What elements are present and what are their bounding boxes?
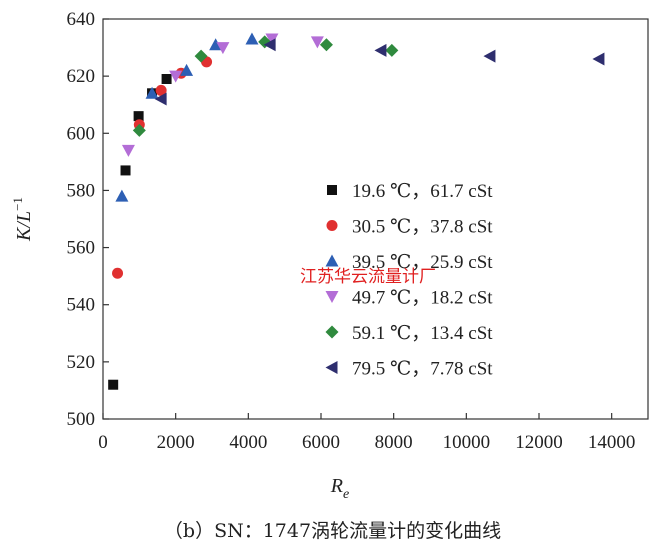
y-tick-label: 540 [67,295,96,316]
data-point-series-6 [154,92,167,106]
y-tick-label: 580 [67,180,96,201]
y-tick-label: 640 [67,9,96,30]
legend-label-1: 19.6 ℃，61.7 cSt [352,181,493,202]
y-tick-label: 620 [67,66,96,87]
data-point-series-6 [483,49,496,63]
data-point-series-4 [121,144,135,157]
x-tick-label: 2000 [157,432,195,453]
data-point-series-2 [155,84,167,96]
data-point-series-4 [310,36,324,49]
y-tick-label: 520 [67,352,96,373]
legend-label-3: 39.5 ℃，25.9 cSt [352,252,493,273]
data-point-series-5 [194,49,208,63]
x-tick-label: 4000 [229,432,267,453]
data-point-series-4 [169,70,183,83]
legend-marker-4 [325,291,339,303]
data-point-series-6 [263,38,276,52]
x-tick-label: 12000 [515,432,563,453]
x-tick-label: 14000 [588,432,636,453]
watermark-text: 江苏华云流量计厂 [300,267,436,287]
x-tick-label: 0 [98,432,108,453]
y-tick-label: 600 [67,123,96,144]
legend-marker-6 [325,361,338,374]
legend-marker-5 [325,325,339,339]
figure-caption: （b）SN：1747涡轮流量计的变化曲线 [163,520,502,542]
data-point-series-2 [112,267,124,279]
data-point-series-3 [115,189,129,202]
data-point-series-3 [209,38,223,51]
x-tick-label: 10000 [443,432,491,453]
data-point-series-1 [120,165,131,176]
legend-marker-2 [326,220,338,231]
x-tick-label: 6000 [302,432,340,453]
x-axis-label: Re [330,475,349,502]
data-point-series-3 [180,63,194,76]
legend-label-6: 79.5 ℃，7.78 cSt [352,359,493,380]
legend-marker-3 [325,254,339,267]
legend-label-2: 30.5 ℃，37.8 cSt [352,217,493,238]
y-axis-label: K/L−1 [10,197,35,242]
data-point-series-1 [133,111,144,122]
y-tick-label: 500 [67,409,96,430]
y-tick-label: 560 [67,238,96,259]
data-point-series-6 [592,52,605,66]
data-point-series-4 [265,33,279,46]
data-point-series-3 [245,32,259,45]
data-point-series-1 [161,74,172,84]
data-point-series-5 [132,123,146,137]
plot-frame [102,18,649,420]
data-point-series-4 [216,42,230,55]
data-point-series-1 [108,379,119,390]
x-tick-label: 8000 [375,432,413,453]
legend-label-5: 59.1 ℃，13.4 cSt [352,323,493,344]
data-point-series-3 [145,86,159,99]
chart: 0 2000 4000 6000 8000 10000 12000 14000 500 520 54… [10,9,649,502]
data-point-series-5 [385,43,399,57]
data-point-series-6 [374,43,387,57]
data-point-series-5 [319,38,333,52]
legend-label-4: 49.7 ℃，18.2 cSt [352,288,493,309]
legend-marker-1 [327,185,337,195]
plot-area: 0 2000 4000 6000 8000 10000 12000 14000 500 520 54… [10,9,649,502]
